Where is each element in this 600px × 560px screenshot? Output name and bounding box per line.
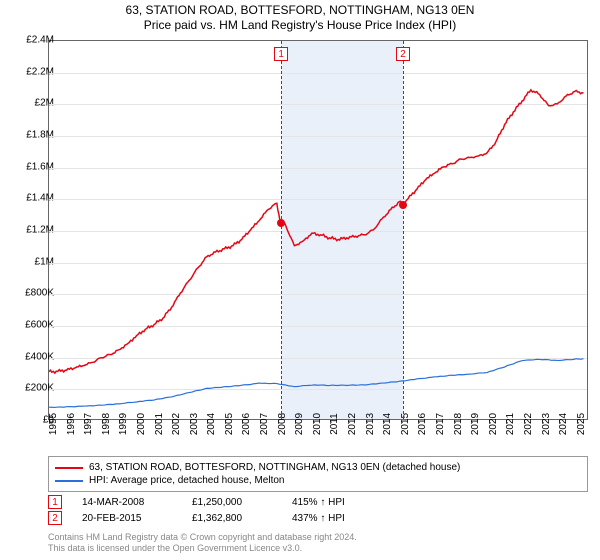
marker-label-2: 2	[396, 47, 410, 61]
chart-container: 63, STATION ROAD, BOTTESFORD, NOTTINGHAM…	[0, 0, 600, 560]
line-series-svg	[49, 41, 587, 419]
title-address: 63, STATION ROAD, BOTTESFORD, NOTTINGHAM…	[10, 3, 590, 17]
legend-label: HPI: Average price, detached house, Melt…	[89, 475, 285, 486]
sale-price: £1,362,800	[192, 513, 272, 524]
sale-price: £1,250,000	[192, 497, 272, 508]
attribution-line1: Contains HM Land Registry data © Crown c…	[48, 532, 588, 543]
marker-label-1: 1	[274, 47, 288, 61]
series-price_paid	[49, 90, 584, 373]
marker-dot-2	[399, 201, 407, 209]
legend-swatch	[55, 480, 83, 482]
legend-swatch	[55, 467, 83, 469]
sale-hpi-pct: 437% ↑ HPI	[292, 513, 345, 524]
legend-label: 63, STATION ROAD, BOTTESFORD, NOTTINGHAM…	[89, 462, 460, 473]
sale-marker-1: 1	[48, 495, 62, 509]
sale-date: 20-FEB-2015	[82, 513, 172, 524]
sales-list: 1 14-MAR-2008 £1,250,000 415% ↑ HPI 2 20-FEB-…	[48, 494, 588, 526]
sale-row-2: 2 20-FEB-2015 £1,362,800 437% ↑ HPI	[48, 510, 588, 526]
sale-marker-2: 2	[48, 511, 62, 525]
sale-row-1: 1 14-MAR-2008 £1,250,000 415% ↑ HPI	[48, 494, 588, 510]
sale-hpi-pct: 415% ↑ HPI	[292, 497, 345, 508]
series-hpi	[49, 359, 584, 408]
plot-area: 12	[48, 40, 588, 420]
attribution-line2: This data is licensed under the Open Gov…	[48, 543, 588, 554]
title-subtitle: Price paid vs. HM Land Registry's House …	[10, 18, 590, 32]
legend-row: 63, STATION ROAD, BOTTESFORD, NOTTINGHAM…	[55, 461, 581, 474]
marker-dot-1	[277, 219, 285, 227]
legend-row: HPI: Average price, detached house, Melt…	[55, 474, 581, 487]
chart-titles: 63, STATION ROAD, BOTTESFORD, NOTTINGHAM…	[0, 0, 600, 34]
sale-date: 14-MAR-2008	[82, 497, 172, 508]
legend-box: 63, STATION ROAD, BOTTESFORD, NOTTINGHAM…	[48, 456, 588, 492]
attribution: Contains HM Land Registry data © Crown c…	[48, 532, 588, 555]
